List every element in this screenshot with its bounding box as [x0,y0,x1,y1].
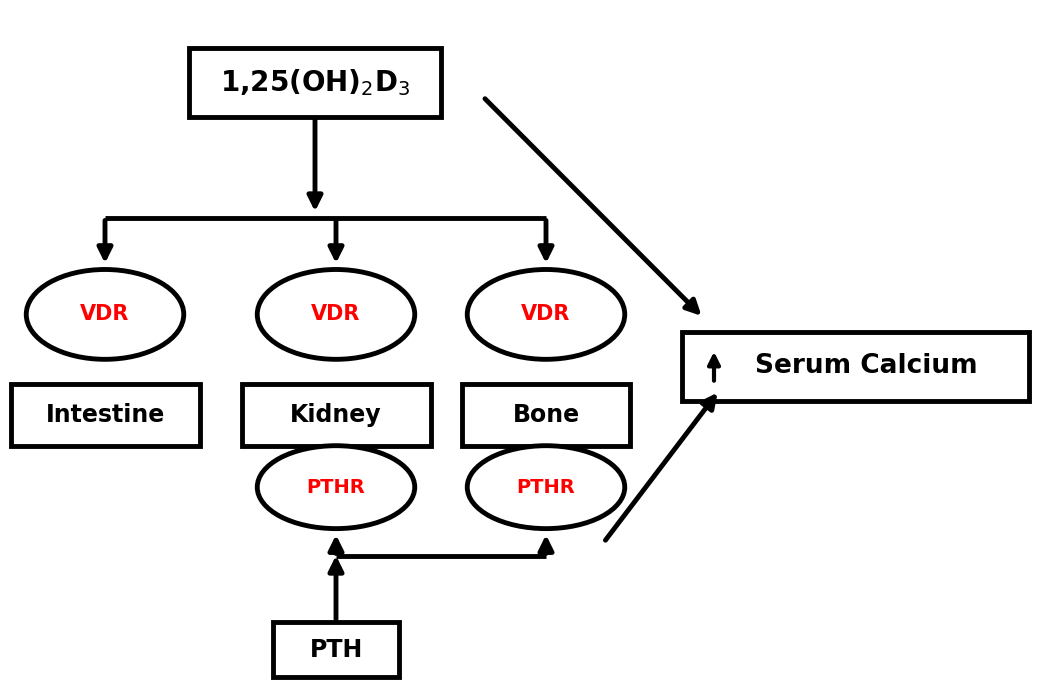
Text: Serum Calcium: Serum Calcium [755,353,978,379]
Text: PTH: PTH [310,638,362,661]
Text: Intestine: Intestine [45,403,165,426]
Ellipse shape [26,269,184,359]
Ellipse shape [467,269,625,359]
Text: VDR: VDR [521,305,571,324]
Text: VDR: VDR [311,305,361,324]
Text: 1,25(OH)$_2$D$_3$: 1,25(OH)$_2$D$_3$ [219,68,411,98]
FancyBboxPatch shape [462,384,630,446]
Text: PTHR: PTHR [517,477,575,497]
Text: Kidney: Kidney [290,403,382,426]
FancyBboxPatch shape [242,384,430,446]
FancyBboxPatch shape [273,622,399,677]
FancyBboxPatch shape [189,48,441,117]
Text: Bone: Bone [512,403,580,426]
Text: VDR: VDR [80,305,130,324]
Ellipse shape [257,269,415,359]
FancyBboxPatch shape [10,384,200,446]
Ellipse shape [257,446,415,529]
FancyBboxPatch shape [682,332,1029,401]
Ellipse shape [467,446,625,529]
Text: PTHR: PTHR [307,477,365,497]
